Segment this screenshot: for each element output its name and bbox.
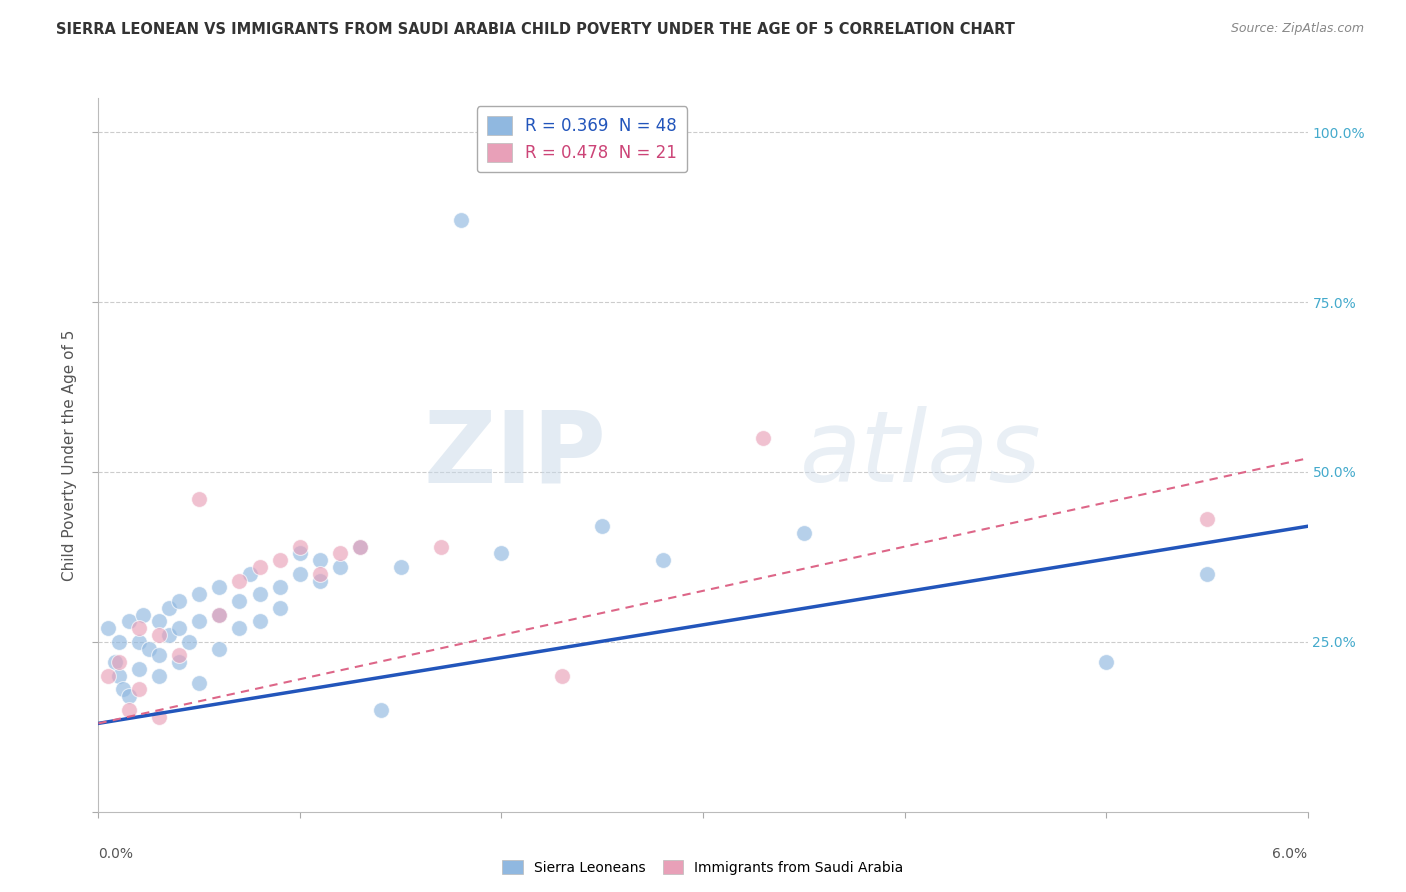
Legend: R = 0.369  N = 48, R = 0.478  N = 21: R = 0.369 N = 48, R = 0.478 N = 21 (477, 106, 688, 172)
Point (148, 615, 170, 629)
Point (288, 546, 311, 560)
Point (228, 621, 250, 635)
Point (349, 540, 371, 554)
Point (591, 519, 613, 533)
Point (128, 635, 150, 649)
Text: ZIP: ZIP (423, 407, 606, 503)
Point (188, 615, 211, 629)
Point (118, 703, 141, 717)
Point (107, 655, 129, 669)
Point (208, 641, 231, 656)
Point (128, 682, 150, 697)
Point (651, 553, 673, 567)
Point (97, 669, 120, 683)
Point (269, 581, 291, 595)
Point (188, 675, 211, 690)
Point (128, 662, 150, 676)
Point (1095, 655, 1118, 669)
Point (1195, 566, 1218, 581)
Text: SIERRA LEONEAN VS IMMIGRANTS FROM SAUDI ARABIA CHILD POVERTY UNDER THE AGE OF 5 : SIERRA LEONEAN VS IMMIGRANTS FROM SAUDI … (56, 22, 1015, 37)
Point (167, 594, 190, 608)
Point (349, 540, 371, 554)
Point (167, 621, 190, 635)
Point (208, 581, 231, 595)
Legend: Sierra Leoneans, Immigrants from Saudi Arabia: Sierra Leoneans, Immigrants from Saudi A… (496, 855, 910, 880)
Text: 6.0%: 6.0% (1272, 847, 1308, 862)
Point (309, 574, 332, 588)
Point (370, 703, 392, 717)
Point (111, 682, 134, 697)
Point (97, 621, 120, 635)
Point (269, 553, 291, 567)
Point (389, 560, 412, 574)
Point (107, 669, 129, 683)
Point (249, 560, 271, 574)
Point (188, 587, 211, 601)
Point (329, 560, 352, 574)
Y-axis label: Child Poverty Under the Age of 5: Child Poverty Under the Age of 5 (62, 329, 77, 581)
Point (208, 607, 231, 622)
Text: atlas: atlas (800, 407, 1042, 503)
Point (752, 431, 775, 445)
Point (228, 594, 250, 608)
Point (148, 648, 170, 663)
Point (1195, 512, 1218, 526)
Point (309, 553, 332, 567)
Point (167, 648, 190, 663)
Point (309, 566, 332, 581)
Point (107, 635, 129, 649)
Point (288, 566, 311, 581)
Point (491, 546, 513, 560)
Point (103, 655, 125, 669)
Point (138, 641, 160, 656)
Point (329, 546, 352, 560)
Point (179, 635, 201, 649)
Point (208, 607, 231, 622)
Point (450, 213, 472, 227)
Point (430, 540, 453, 554)
Point (269, 600, 291, 615)
Point (132, 607, 155, 622)
Point (188, 492, 211, 507)
Point (118, 615, 141, 629)
Point (128, 621, 150, 635)
Point (288, 540, 311, 554)
Point (148, 628, 170, 642)
Point (118, 689, 141, 703)
Point (249, 615, 271, 629)
Point (148, 709, 170, 723)
Point (228, 574, 250, 588)
Point (167, 655, 190, 669)
Point (239, 566, 262, 581)
Point (148, 669, 170, 683)
Point (249, 587, 271, 601)
Point (157, 600, 180, 615)
Point (157, 628, 180, 642)
Text: 0.0%: 0.0% (98, 847, 134, 862)
Point (551, 669, 574, 683)
Point (793, 526, 815, 541)
Text: Source: ZipAtlas.com: Source: ZipAtlas.com (1230, 22, 1364, 36)
